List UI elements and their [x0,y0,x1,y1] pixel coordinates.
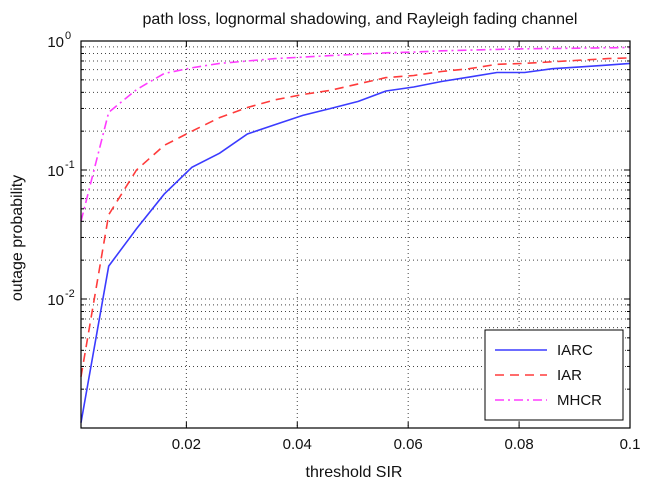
x-tick-label: 0.06 [394,436,423,453]
series-line-iar [80,57,631,377]
legend-label-mhcr: MHCR [557,392,602,409]
y-tick-label-exponent: 0 [65,30,71,42]
series-line-iarc [80,62,631,423]
y-tick-label-exponent: -2 [65,288,75,300]
x-axis-label: threshold SIR [306,464,403,481]
chart-title: path loss, lognormal shadowing, and Rayl… [143,11,578,28]
y-axis-label: outage probability [9,175,26,301]
grid-lines [81,41,630,428]
y-tick-label-exponent: -1 [65,159,75,171]
y-tick-label: 10 [47,34,64,51]
legend-box [484,329,624,421]
y-tick-label: 10 [47,292,64,309]
x-tick-label: 0.08 [504,436,533,453]
legend-label-iarc: IARC [557,342,593,359]
x-tick-label: 0.04 [283,436,312,453]
axes-frame [80,40,631,429]
plot-frame [80,40,631,429]
legend: IARC IAR MHCR [484,329,624,421]
y-tick-label: 10 [47,163,64,180]
x-tick-label: 0.02 [172,436,201,453]
legend-label-iar: IAR [557,367,582,384]
series-line-mhcr [80,46,631,222]
series-lines [80,46,631,423]
x-tick-label: 0.1 [620,436,641,453]
